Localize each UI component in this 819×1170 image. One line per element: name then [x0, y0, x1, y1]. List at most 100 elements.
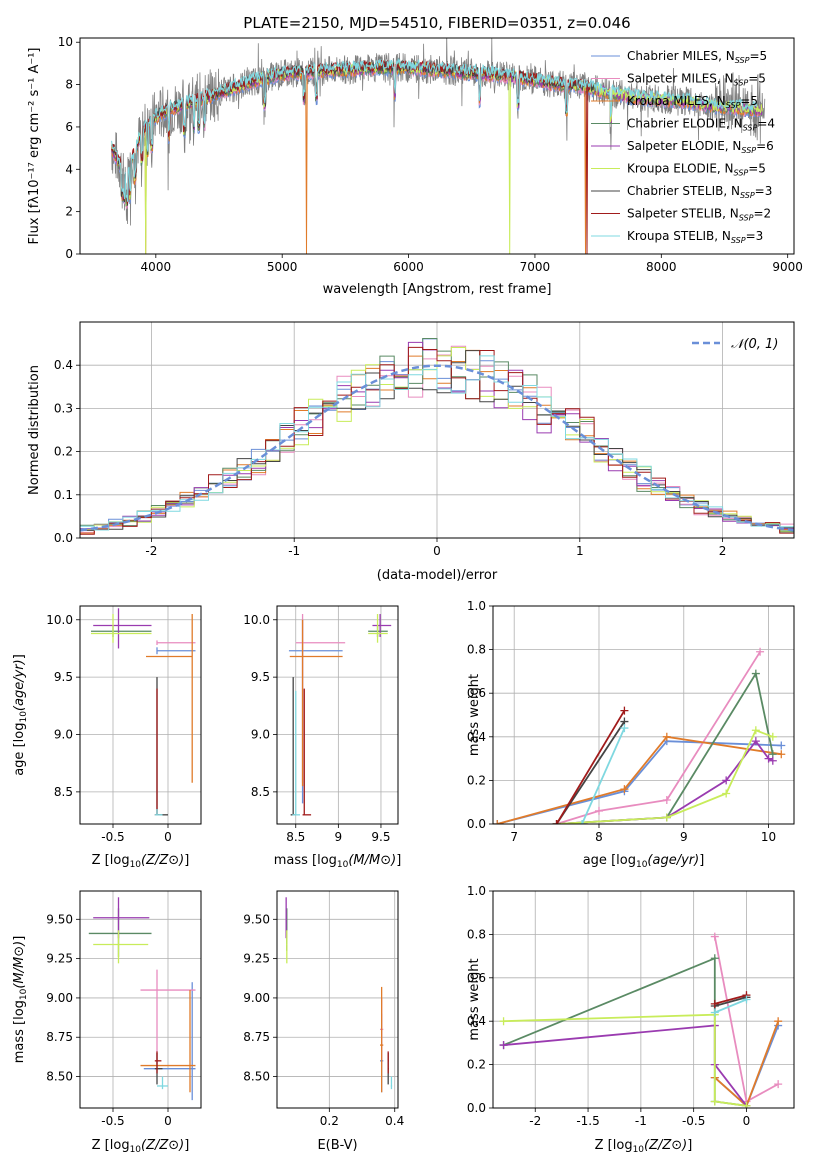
y-axis-label: mass [log10(M/M⊙)] — [12, 936, 29, 1064]
errorbar-point — [156, 647, 196, 655]
errorbar-point — [155, 677, 168, 816]
errorbar-point — [156, 640, 196, 646]
mass-weight-marker — [751, 726, 760, 735]
y-tick-label: 9.25 — [46, 952, 73, 966]
y-tick-label: 9.0 — [251, 728, 270, 742]
y-tick-label: 0.2 — [467, 773, 486, 787]
x-tick-label: 8 — [595, 830, 603, 844]
errorbar-point — [154, 688, 160, 816]
x-axis-label: age [log10(age/yr)] — [583, 853, 705, 870]
errorbar-point — [91, 614, 152, 643]
legend-entry: Kroupa STELIB, NSSP=3 — [627, 229, 763, 245]
mass-weight-line — [503, 956, 747, 1107]
legend-entry: Kroupa MILES, NSSP=5 — [627, 94, 758, 110]
mass-weight-marker — [710, 1097, 719, 1106]
y-tick-label: 8 — [65, 78, 73, 92]
grid — [80, 891, 201, 1108]
y-tick-label: 0.2 — [54, 445, 73, 459]
mass-weight-line — [503, 1013, 747, 1107]
mass-weight-line — [556, 739, 774, 824]
x-tick-label: 6000 — [393, 260, 424, 274]
legend-count: =5 — [748, 162, 766, 176]
mass-weight-marker — [594, 806, 603, 815]
mass-weight-marker — [751, 669, 760, 678]
x-tick-label: -1 — [288, 544, 300, 558]
x-tick-label: 8.5 — [286, 830, 305, 844]
y-tick-label: 0.0 — [54, 531, 73, 545]
mass-weight-line — [581, 727, 626, 824]
y-tick-label: 0.3 — [54, 401, 73, 415]
mass-weight-marker — [710, 932, 719, 941]
legend-count: =6 — [756, 139, 774, 153]
legend-sub: SSP — [743, 124, 758, 133]
mass-weight-series — [578, 724, 629, 824]
mass-weight-marker — [774, 1017, 783, 1026]
residual-legend: 𝒩(0, 1) — [692, 337, 778, 352]
errorbar-point — [93, 897, 150, 939]
mass-weight-line — [496, 735, 782, 824]
mass-weight-marker — [499, 1017, 508, 1026]
legend-count: =5 — [749, 49, 767, 63]
x-tick-label: 0 — [164, 1114, 172, 1128]
errorbar-point — [288, 619, 343, 804]
y-tick-label: 0.6 — [467, 686, 486, 700]
grid — [493, 605, 794, 825]
x-tick-label: 7 — [510, 830, 518, 844]
y-tick-label: 9.25 — [243, 952, 270, 966]
legend-sub: SSP — [734, 169, 749, 178]
y-tick-label: 8.50 — [46, 1070, 73, 1084]
x-tick-label: 1 — [576, 544, 584, 558]
errorbar-point — [292, 690, 301, 816]
y-tick-label: 0.8 — [467, 927, 486, 941]
mass-weight-marker — [578, 820, 587, 824]
y-tick-label: 8.75 — [243, 1030, 270, 1044]
errorbar-point — [88, 908, 152, 958]
chart-mass_vs_ebv: 0.2 0.4 8.50 8.75 9.00 9.25 9.50 E(B-V) — [243, 890, 404, 1153]
y-axis-label: mass weight — [467, 958, 482, 1040]
errorbar-point — [154, 1052, 163, 1085]
plot-area — [91, 608, 196, 816]
axes-frame — [79, 37, 795, 255]
errorbar-point — [302, 688, 312, 816]
mass-weight-marker — [662, 732, 671, 741]
y-tick-label: 0.4 — [54, 358, 73, 372]
y-tick-label: 10 — [58, 35, 73, 49]
x-tick-label: -2 — [529, 1114, 541, 1128]
errorbar-point — [368, 614, 388, 643]
legend-count: =5 — [740, 94, 758, 108]
y-tick-label: 0.4 — [467, 1014, 486, 1028]
mass-weight-series — [710, 995, 751, 1017]
y-tick-label: 1.0 — [467, 884, 486, 898]
y-tick-label: 9.00 — [46, 991, 73, 1005]
errorbar-point — [380, 986, 384, 1093]
mass-weight-line — [503, 1024, 748, 1107]
spectrum-legend: Chabrier MILES, NSSP=5 Salpeter MILES, NS… — [591, 49, 775, 245]
y-axis-label: mass weight — [467, 674, 482, 756]
legend-sub: SSP — [734, 79, 749, 88]
mass-weight-marker — [620, 724, 629, 733]
chart-massweight_vs_Z: -2 -1.5 -1 -0.5 0 0.0 0.2 0.4 0.6 0.8 1.0 Z [log10(… — [467, 884, 795, 1155]
x-tick-label: -2 — [145, 544, 157, 558]
y-tick-label: 2 — [65, 205, 73, 219]
y-tick-label: 6 — [65, 120, 73, 134]
plot-area — [88, 897, 196, 1101]
x-axis-label: (data-model)/error — [377, 568, 498, 583]
y-axis-label: Flux [fλ10⁻¹⁷ erg cm⁻² s⁻¹ A⁻¹] — [27, 48, 42, 245]
mass-weight-marker — [620, 785, 629, 794]
mass-weight-marker — [777, 741, 786, 750]
x-axis-label: mass [log10(M/M⊙)] — [274, 853, 402, 870]
mass-weight-marker — [751, 737, 760, 746]
y-tick-label: 0.0 — [467, 817, 486, 831]
y-tick-label: 8.75 — [46, 1030, 73, 1044]
spectrum-model-line — [111, 57, 758, 202]
plot-area — [111, 38, 766, 254]
mass-weight-line — [556, 651, 761, 824]
mass-weight-series — [552, 726, 777, 824]
x-tick-label: 9 — [680, 830, 688, 844]
errorbar-point — [91, 625, 152, 637]
errorbar-point — [146, 614, 193, 783]
legend-entry: Salpeter ELODIE, NSSP=6 — [627, 139, 774, 155]
errorbar-point — [285, 897, 287, 939]
legend-sub: SSP — [741, 146, 756, 155]
y-tick-label: 0.4 — [467, 730, 486, 744]
